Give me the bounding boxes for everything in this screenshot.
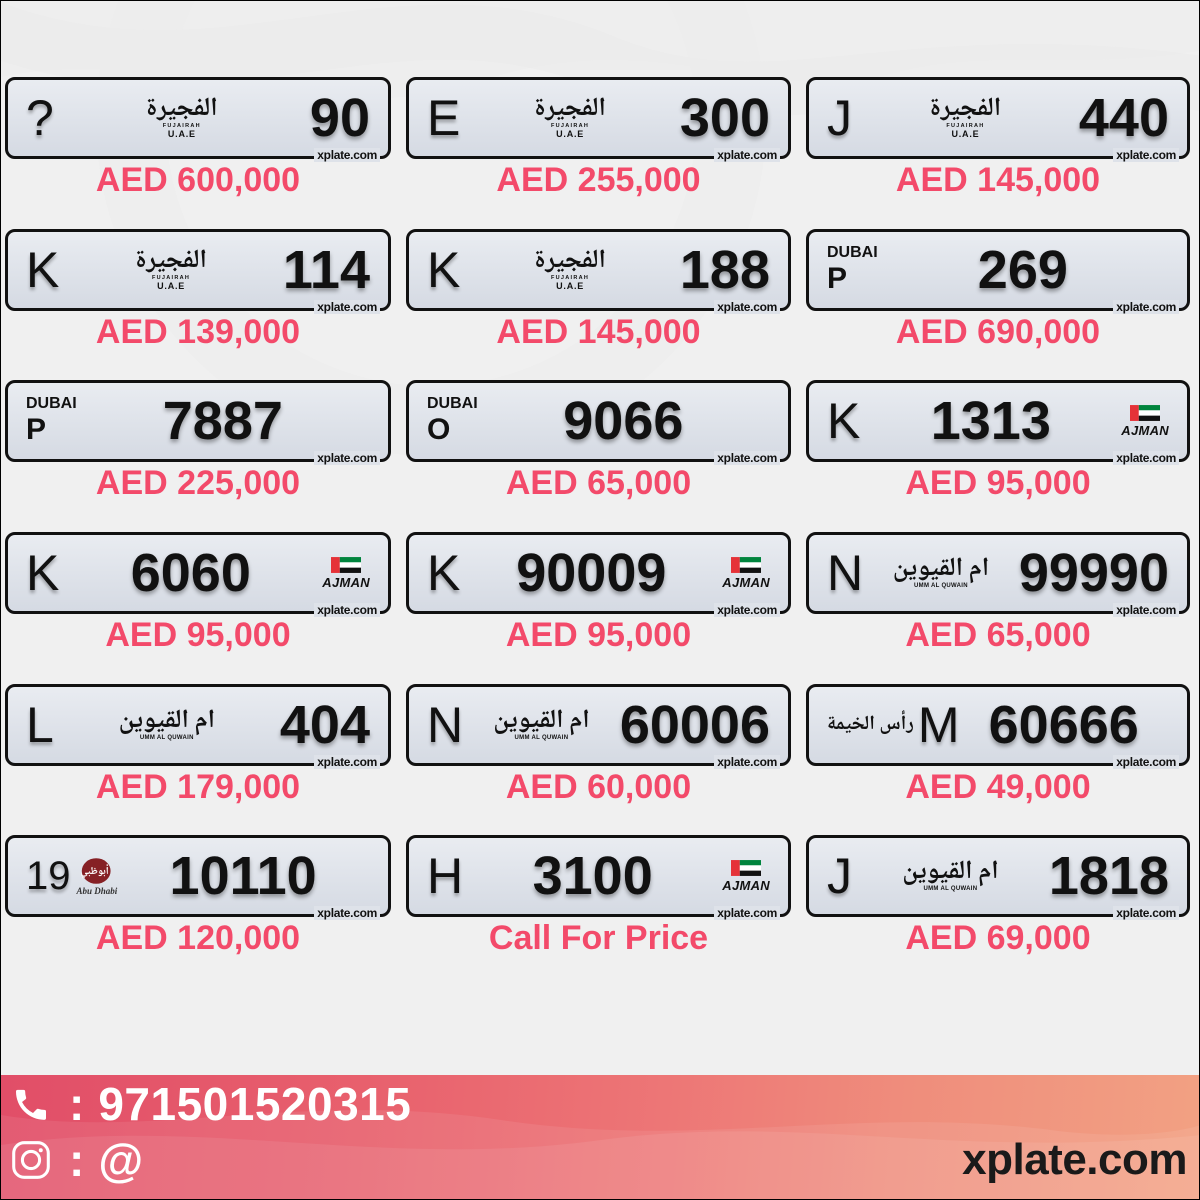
svg-text:أبوظبي: أبوظبي — [81, 863, 109, 881]
